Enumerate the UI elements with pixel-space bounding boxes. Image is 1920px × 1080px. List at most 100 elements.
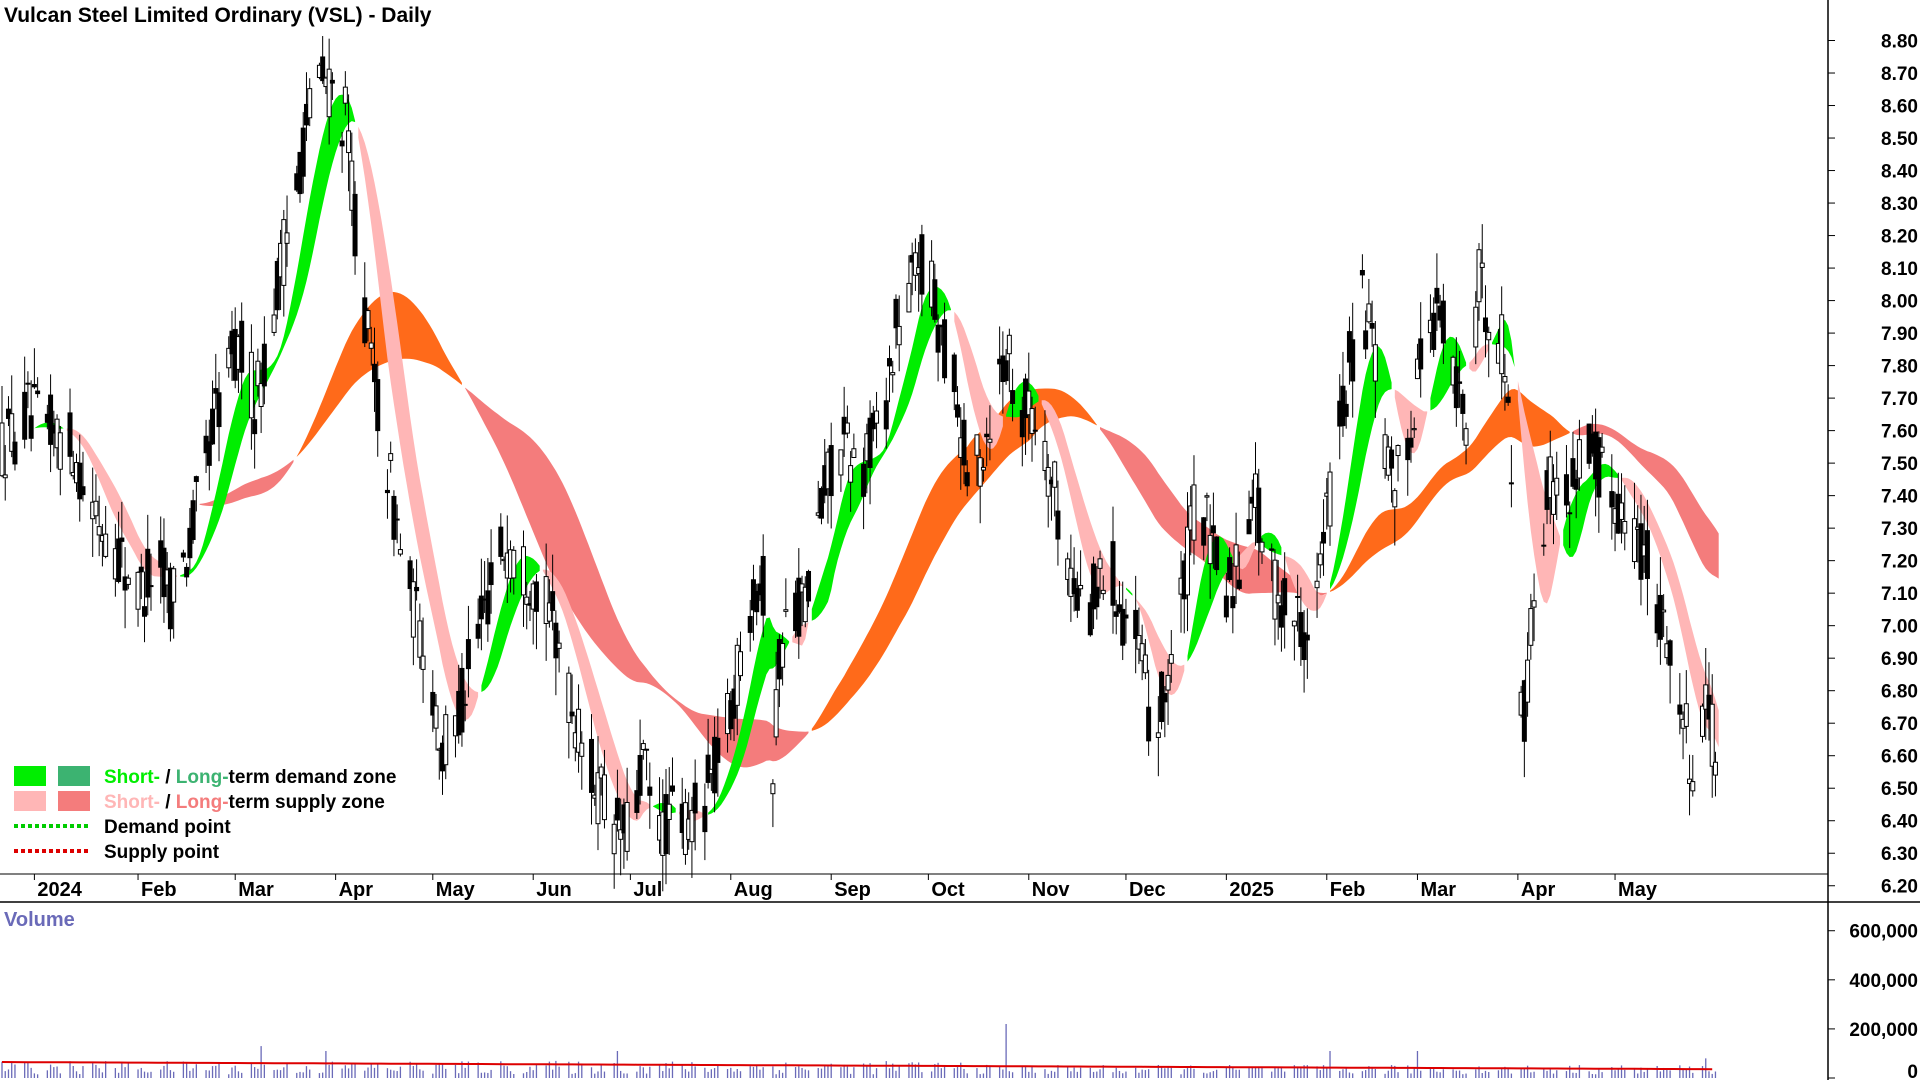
y-tick-label: 8.40 (1881, 162, 1918, 183)
candle-down (210, 408, 216, 445)
candle-up (25, 382, 31, 385)
candle-down (239, 320, 245, 373)
candle-up (770, 783, 776, 795)
candle-down (391, 495, 397, 540)
candle-up (103, 533, 109, 557)
candle-up (1165, 674, 1171, 691)
candle-up (1136, 635, 1142, 650)
candle-up (93, 500, 99, 517)
candle-down (407, 560, 413, 590)
y-tick-label: 6.40 (1881, 812, 1918, 833)
y-tick-label: 6.30 (1881, 844, 1918, 865)
candle-down (1418, 338, 1424, 370)
legend-item-demand-point: Demand point (14, 817, 231, 838)
candle-down (394, 518, 400, 521)
x-tick-label: Dec (1129, 879, 1166, 901)
candle-down (274, 260, 280, 311)
candle-down (1032, 429, 1038, 432)
x-tick-label: Feb (141, 879, 177, 901)
candle-up (1078, 584, 1084, 590)
candle-down (1431, 312, 1437, 350)
candle-down (663, 794, 669, 855)
legend-swatch-long (58, 766, 90, 786)
candle-up (1395, 445, 1401, 457)
candle-down (747, 615, 753, 633)
candle-down (1567, 512, 1573, 515)
short-term-demand-zone (180, 94, 356, 577)
candle-down (1644, 530, 1650, 579)
candle-up (980, 466, 986, 471)
candle-up (1599, 446, 1605, 453)
candle-up (644, 748, 650, 751)
candle-down (569, 711, 575, 717)
candle-down (35, 390, 41, 395)
short-term-demand-zone (481, 555, 540, 692)
long-term-demand-zone (1330, 389, 1570, 592)
x-tick-label: Nov (1032, 879, 1071, 901)
candle-down (637, 754, 643, 796)
legend-swatch-short (14, 791, 46, 811)
volume-y-tick-label: 400,000 (1849, 971, 1918, 992)
candle-up (1392, 490, 1398, 508)
candle-up (601, 774, 607, 821)
x-tick-label: Apr (1521, 879, 1556, 901)
candle-down (138, 566, 144, 573)
candle-down (339, 140, 345, 147)
candle-down (187, 527, 193, 559)
candle-down (1223, 595, 1229, 618)
candle-down (1246, 519, 1252, 535)
candle-down (634, 790, 640, 813)
candle-down (1110, 541, 1116, 606)
candle-down (1301, 632, 1307, 661)
candle-down (951, 354, 957, 393)
candle-up (1100, 589, 1106, 595)
candle-up (511, 549, 517, 579)
candle-up (1661, 609, 1667, 613)
candle-up (1547, 456, 1553, 499)
candle-up (1233, 544, 1239, 567)
candle-down (1113, 611, 1119, 617)
candle-up (443, 714, 449, 766)
candle-up (640, 743, 646, 750)
candle-up (1026, 390, 1032, 416)
candle-up (666, 803, 672, 820)
candle-down (465, 639, 471, 670)
candle-up (618, 829, 624, 840)
candle-down (1460, 393, 1466, 414)
short-term-demand-zone (708, 617, 790, 815)
candle-up (1142, 654, 1148, 674)
candle-up (689, 809, 695, 843)
short-term-supply-zone (1135, 598, 1185, 696)
x-tick-label: Mar (238, 879, 274, 901)
candle-up (258, 383, 264, 407)
candle-down (206, 441, 212, 466)
candle-up (1486, 331, 1492, 341)
candle-up (326, 68, 332, 118)
candle-down (754, 590, 760, 613)
y-tick-label: 8.10 (1881, 259, 1918, 280)
y-tick-label: 7.90 (1881, 324, 1918, 345)
candle-up (307, 88, 313, 119)
candle-up (1317, 553, 1323, 566)
candle-up (1042, 440, 1048, 471)
candle-down (28, 415, 34, 439)
candle-up (281, 219, 287, 286)
y-tick-label: 7.30 (1881, 519, 1918, 540)
candle-up (851, 448, 857, 458)
long-term-supply-zone (199, 459, 294, 506)
candle-up (1411, 428, 1417, 431)
legend: Short- / Long-term demand zone Short- / L… (14, 766, 396, 863)
candle-up (410, 581, 416, 638)
candle-down (142, 606, 148, 617)
candle-down (462, 703, 468, 706)
candle-up (1006, 334, 1012, 355)
candle-up (365, 310, 371, 330)
candle-down (1609, 491, 1615, 508)
candle-down (184, 566, 190, 578)
y-tick-label: 6.70 (1881, 714, 1918, 735)
candle-up (1473, 306, 1479, 348)
candle-down (375, 379, 381, 432)
candle-up (906, 282, 912, 313)
candle-down (1369, 323, 1375, 329)
